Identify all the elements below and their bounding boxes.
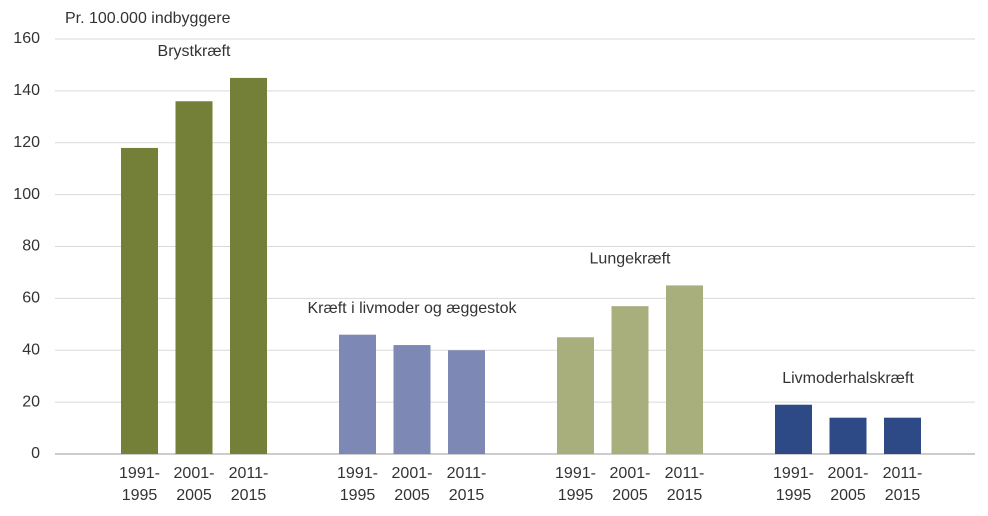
y-axis-label: Pr. 100.000 indbyggere: [65, 10, 231, 27]
y-tick-label: 60: [22, 290, 40, 307]
bar: [611, 306, 649, 454]
y-tick-label: 100: [13, 186, 40, 203]
y-tick-label: 140: [13, 82, 40, 99]
bar: [884, 417, 921, 454]
bar: [339, 334, 376, 454]
bar: [393, 345, 431, 454]
y-tick-label: 20: [22, 393, 40, 410]
x-tick-label: 2011-2015: [882, 465, 923, 504]
group-label: Kræft i livmoder og æggestok: [308, 300, 518, 317]
y-tick-label: 160: [13, 30, 40, 47]
x-tick-label: 1991-1995: [773, 465, 814, 504]
x-tick-label: 1991-1995: [555, 465, 596, 504]
y-tick-label: 120: [13, 134, 40, 151]
x-tick-label: 1991-1995: [119, 465, 160, 504]
y-tick-label: 40: [22, 341, 40, 358]
x-tick-label: 1991-1995: [337, 465, 378, 504]
x-tick-label: 2011-2015: [446, 465, 487, 504]
bar: [230, 77, 267, 454]
y-tick-label: 80: [22, 238, 40, 255]
group-label: Lungekræft: [590, 251, 671, 268]
bar: [175, 101, 213, 454]
bar: [775, 404, 812, 454]
x-tick-label: 2001-2005: [391, 465, 433, 504]
x-tick-label: 2001-2005: [609, 465, 651, 504]
bar: [557, 337, 594, 454]
group-label: Brystkræft: [158, 43, 231, 60]
bar: [448, 350, 485, 454]
x-tick-label: 2011-2015: [664, 465, 705, 504]
y-tick-label: 0: [31, 445, 40, 462]
x-tick-label: 2001-2005: [827, 465, 869, 504]
x-tick-label: 2011-2015: [228, 465, 269, 504]
bar: [829, 417, 867, 454]
bar: [121, 147, 158, 454]
bar: [666, 285, 703, 454]
group-label: Livmoderhalskræft: [782, 370, 914, 387]
x-tick-label: 2001-2005: [173, 465, 215, 504]
